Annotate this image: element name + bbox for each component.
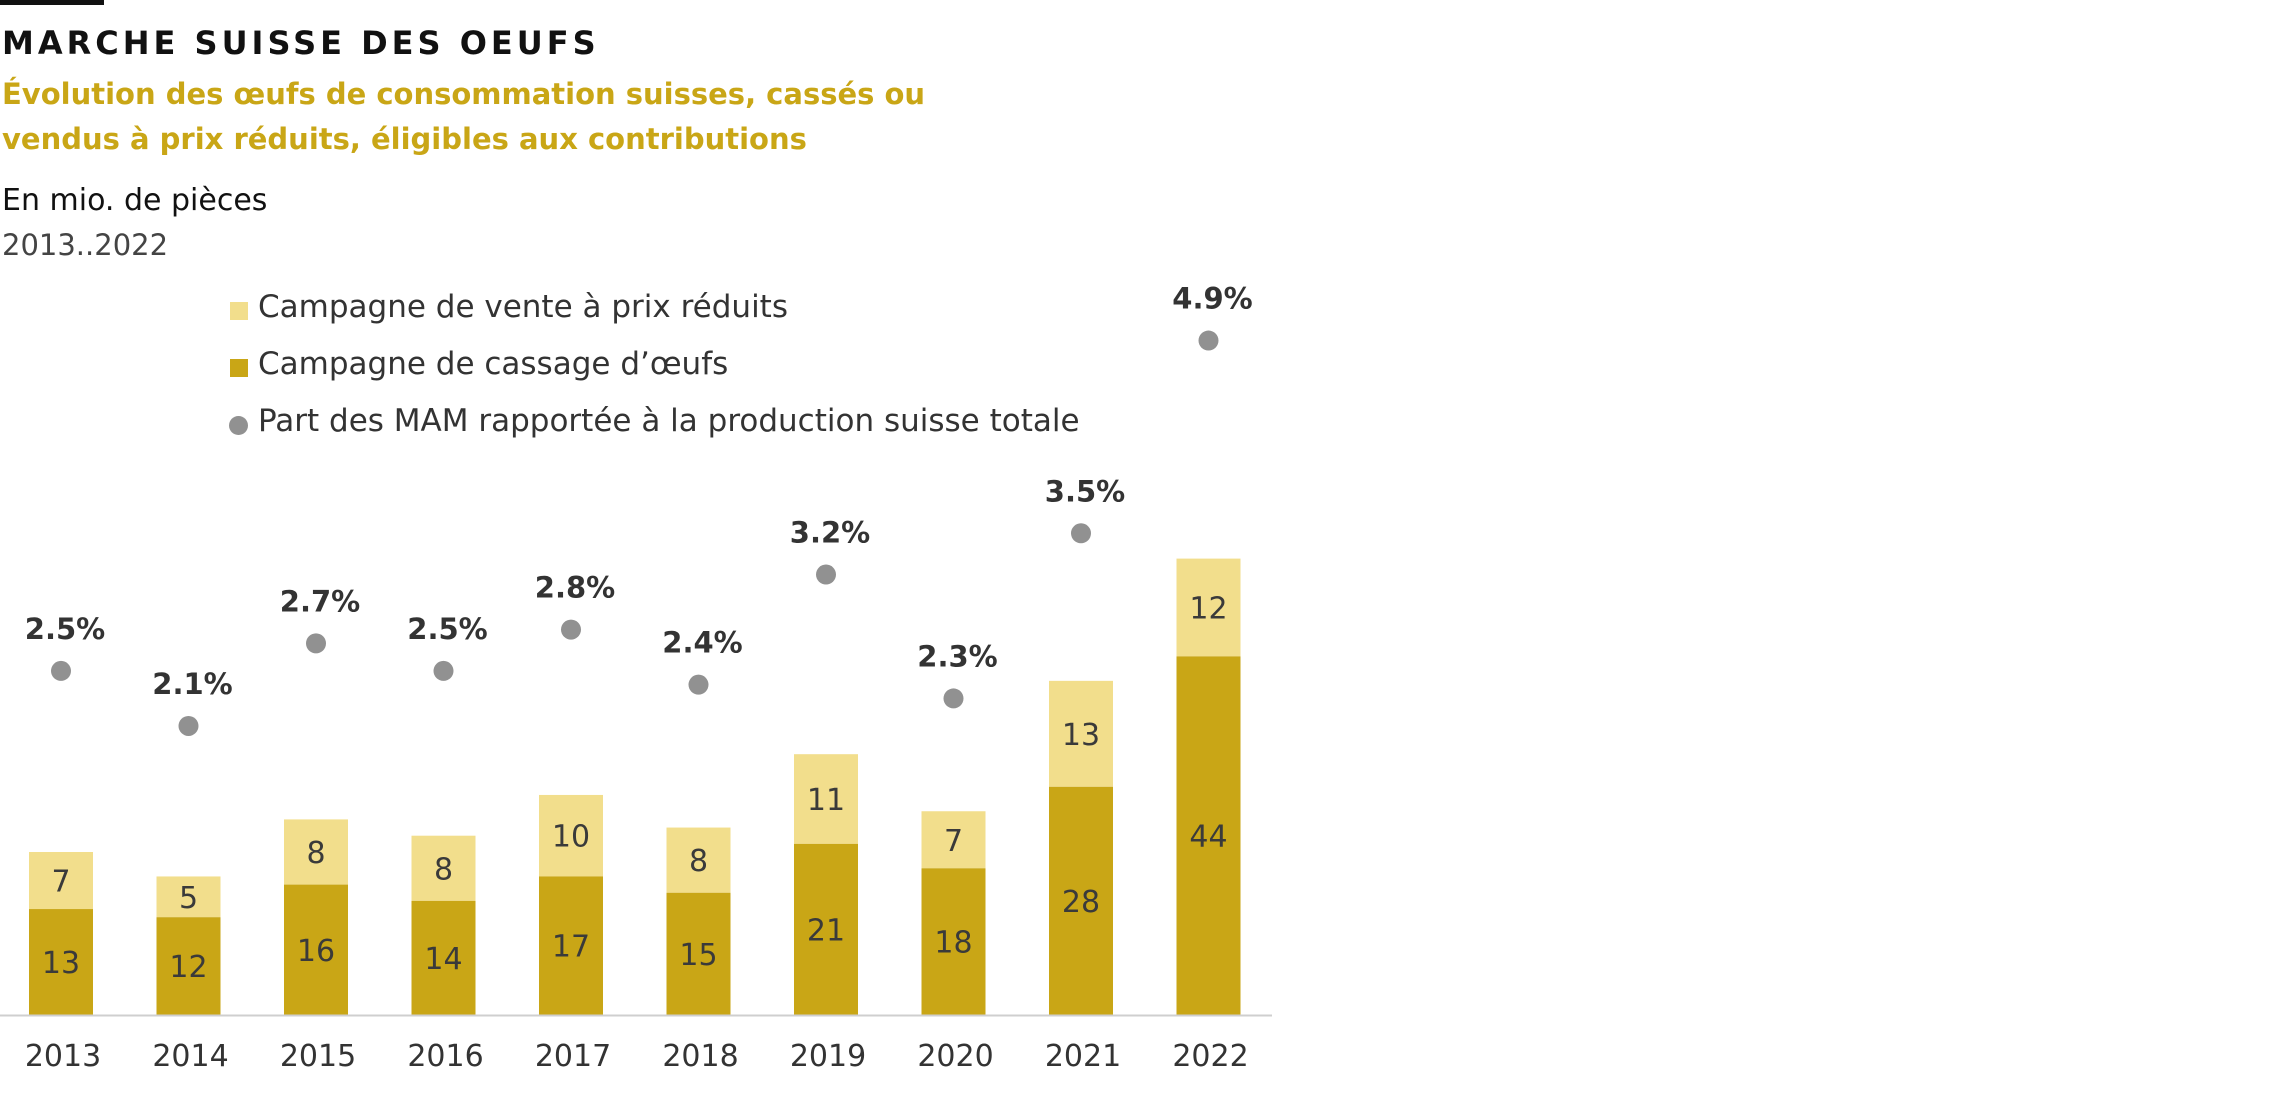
value-label-egg-breaking-2018: 15 bbox=[679, 938, 717, 973]
bar-egg-breaking-2017 bbox=[539, 876, 603, 1015]
legend-swatch-egg-breaking bbox=[230, 359, 248, 377]
bar-reduced-price-2017 bbox=[539, 794, 603, 877]
bar-egg-breaking-2021 bbox=[1049, 786, 1113, 1015]
share-label-2017: 2.8% bbox=[535, 571, 615, 605]
bar-reduced-price-2013 bbox=[29, 852, 93, 910]
share-label-2019: 3.2% bbox=[790, 516, 870, 550]
value-label-egg-breaking-2016: 14 bbox=[424, 942, 462, 977]
value-label-reduced-price-2018: 8 bbox=[689, 844, 708, 879]
value-label-reduced-price-2021: 13 bbox=[1062, 718, 1100, 753]
subtitle-line-1: Évolution des œufs de consommation suiss… bbox=[2, 77, 926, 111]
chart-subtitle: Évolution des œufs de consommation suiss… bbox=[2, 72, 925, 162]
x-tick-label-2013: 2013 bbox=[25, 1039, 101, 1074]
title-accent-bar bbox=[0, 0, 104, 5]
value-label-reduced-price-2015: 8 bbox=[306, 836, 325, 871]
value-label-reduced-price-2020: 7 bbox=[944, 824, 963, 859]
chart-title: MARCHE SUISSE DES OEUFS bbox=[2, 24, 600, 62]
share-label-2018: 2.4% bbox=[662, 626, 742, 660]
x-tick-label-2020: 2020 bbox=[917, 1039, 993, 1074]
share-dot-2016 bbox=[433, 660, 454, 681]
bar-reduced-price-2021 bbox=[1049, 680, 1113, 787]
value-label-egg-breaking-2021: 28 bbox=[1062, 885, 1100, 920]
bar-egg-breaking-2018 bbox=[666, 892, 731, 1015]
share-dot-2018 bbox=[688, 674, 709, 695]
share-dot-2020 bbox=[943, 688, 964, 709]
x-tick-label-2018: 2018 bbox=[662, 1039, 738, 1074]
share-dot-2014 bbox=[178, 715, 199, 736]
bar-egg-breaking-2014 bbox=[156, 917, 221, 1015]
bar-reduced-price-2018 bbox=[666, 827, 731, 893]
bar-reduced-price-2019 bbox=[794, 754, 858, 844]
value-label-egg-breaking-2019: 21 bbox=[807, 913, 845, 948]
bar-egg-breaking-2019 bbox=[794, 843, 858, 1015]
share-label-2013: 2.5% bbox=[25, 612, 105, 646]
bar-reduced-price-2016 bbox=[411, 835, 476, 901]
x-tick-label-2016: 2016 bbox=[407, 1039, 483, 1074]
bar-egg-breaking-2020 bbox=[921, 868, 986, 1015]
value-label-reduced-price-2016: 8 bbox=[434, 852, 453, 887]
unit-label: En mio. de pièces bbox=[2, 183, 268, 218]
share-dot-2013 bbox=[51, 660, 71, 681]
x-tick-label-2015: 2015 bbox=[280, 1039, 356, 1074]
share-dot-2015 bbox=[306, 633, 326, 654]
period-label: 2013..2022 bbox=[2, 228, 169, 262]
bar-egg-breaking-2022 bbox=[1176, 656, 1241, 1015]
bar-reduced-price-2014 bbox=[156, 876, 221, 918]
legend-swatch-reduced-price bbox=[230, 302, 248, 320]
subtitle-line-2: vendus à prix réduits, éligibles aux con… bbox=[2, 122, 807, 156]
bar-egg-breaking-2016 bbox=[411, 900, 476, 1015]
value-label-reduced-price-2017: 10 bbox=[552, 820, 590, 855]
share-label-2015: 2.7% bbox=[280, 584, 360, 618]
value-label-egg-breaking-2017: 17 bbox=[552, 930, 590, 965]
legend-label-egg-breaking: Campagne de cassage d’œufs bbox=[258, 346, 729, 382]
value-label-reduced-price-2022: 12 bbox=[1189, 592, 1227, 627]
value-label-egg-breaking-2015: 16 bbox=[297, 934, 335, 969]
share-dot-2021 bbox=[1071, 523, 1091, 544]
bar-egg-breaking-2015 bbox=[284, 884, 348, 1015]
bar-reduced-price-2020 bbox=[921, 811, 986, 869]
value-label-egg-breaking-2022: 44 bbox=[1189, 820, 1227, 855]
legend-swatch-mam-share bbox=[229, 416, 248, 435]
x-tick-label-2019: 2019 bbox=[790, 1039, 866, 1074]
value-label-reduced-price-2014: 5 bbox=[179, 881, 198, 916]
share-label-2021: 3.5% bbox=[1045, 474, 1125, 508]
share-dot-2019 bbox=[816, 564, 836, 585]
x-tick-label-2021: 2021 bbox=[1045, 1039, 1121, 1074]
value-label-reduced-price-2019: 11 bbox=[807, 783, 845, 818]
value-label-egg-breaking-2014: 12 bbox=[169, 950, 207, 985]
x-tick-label-2017: 2017 bbox=[535, 1039, 611, 1074]
bar-reduced-price-2015 bbox=[284, 819, 348, 885]
x-tick-label-2014: 2014 bbox=[152, 1039, 228, 1074]
bar-reduced-price-2022 bbox=[1176, 558, 1241, 657]
share-label-2014: 2.1% bbox=[152, 667, 232, 701]
share-label-2020: 2.3% bbox=[917, 639, 997, 673]
share-label-2022: 4.9% bbox=[1172, 282, 1252, 316]
legend-label-mam-share: Part des MAM rapportée à la production s… bbox=[258, 403, 1080, 439]
legend-label-reduced-price: Campagne de vente à prix réduits bbox=[258, 289, 788, 325]
value-label-egg-breaking-2013: 13 bbox=[42, 946, 80, 981]
value-label-egg-breaking-2020: 18 bbox=[934, 926, 972, 961]
share-dot-2017 bbox=[561, 619, 581, 640]
value-label-reduced-price-2013: 7 bbox=[51, 865, 70, 900]
bar-egg-breaking-2013 bbox=[29, 909, 93, 1015]
x-tick-label-2022: 2022 bbox=[1172, 1039, 1248, 1074]
share-dot-2022 bbox=[1198, 330, 1219, 351]
share-label-2016: 2.5% bbox=[407, 612, 487, 646]
